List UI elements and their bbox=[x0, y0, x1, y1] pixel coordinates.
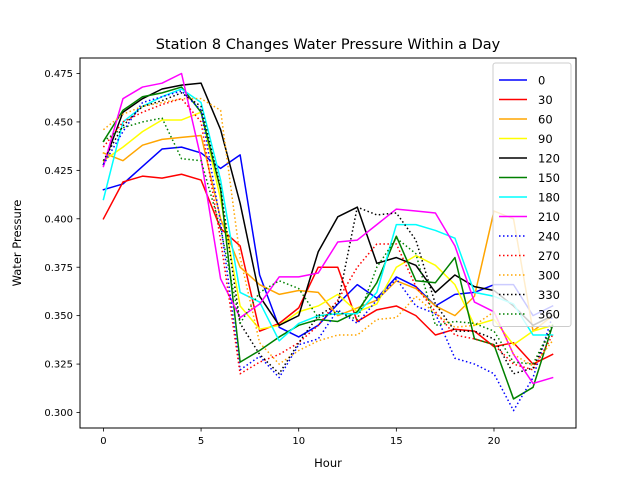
y-tick-label: 0.400 bbox=[44, 214, 73, 225]
y-axis: 0.300 0.325 0.350 0.375 0.400 0.425 0.450 0.475 bbox=[44, 69, 80, 419]
series-line-30 bbox=[102, 173, 554, 365]
series-line-150 bbox=[102, 86, 554, 400]
series-line-0 bbox=[102, 146, 554, 338]
legend: 0 30 60 90 120 150 180 210 240 270 300 330 360 bbox=[492, 62, 572, 327]
series-line-300 bbox=[102, 97, 554, 367]
legend-label-0: 0 bbox=[538, 73, 545, 87]
series-line-90 bbox=[102, 111, 554, 346]
series-line-270 bbox=[102, 97, 554, 375]
x-tick-label: 5 bbox=[198, 436, 204, 447]
legend-label-240: 240 bbox=[538, 229, 560, 243]
y-tick-label: 0.475 bbox=[44, 69, 73, 80]
series-line-240 bbox=[102, 90, 554, 412]
axes-frame bbox=[79, 57, 577, 429]
legend-label-210: 210 bbox=[538, 210, 560, 224]
y-tick-label: 0.425 bbox=[44, 166, 73, 177]
y-tick-label: 0.325 bbox=[44, 360, 73, 371]
series-line-330 bbox=[102, 92, 554, 375]
legend-label-150: 150 bbox=[538, 171, 560, 185]
plot-area bbox=[102, 72, 554, 412]
legend-label-120: 120 bbox=[538, 151, 560, 165]
x-axis: 0 5 10 15 20 bbox=[100, 428, 500, 447]
legend-label-30: 30 bbox=[538, 93, 553, 107]
x-tick-label: 10 bbox=[292, 436, 305, 447]
y-tick-label: 0.300 bbox=[44, 408, 73, 419]
x-tick-label: 15 bbox=[390, 436, 403, 447]
legend-label-90: 90 bbox=[538, 132, 553, 146]
chart-title: Station 8 Changes Water Pressure Within … bbox=[156, 37, 501, 53]
y-tick-label: 0.350 bbox=[44, 311, 73, 322]
legend-label-60: 60 bbox=[538, 112, 553, 126]
series-line-360 bbox=[103, 117, 554, 365]
series-line-120 bbox=[102, 82, 554, 327]
series-line-180 bbox=[102, 88, 554, 342]
x-axis-title: Hour bbox=[314, 456, 342, 470]
legend-label-180: 180 bbox=[538, 190, 560, 204]
x-tick-label: 0 bbox=[100, 436, 106, 447]
y-tick-label: 0.450 bbox=[44, 118, 73, 129]
legend-box bbox=[492, 62, 572, 327]
legend-label-270: 270 bbox=[538, 249, 560, 263]
y-axis-title: Water Pressure bbox=[10, 200, 24, 287]
legend-label-300: 300 bbox=[538, 268, 560, 282]
legend-label-330: 330 bbox=[538, 288, 560, 302]
legend-label-360: 360 bbox=[538, 307, 560, 321]
series-line-210 bbox=[102, 72, 554, 385]
y-tick-label: 0.375 bbox=[44, 263, 73, 274]
series-line-60 bbox=[102, 134, 554, 332]
x-tick-label: 20 bbox=[488, 436, 501, 447]
